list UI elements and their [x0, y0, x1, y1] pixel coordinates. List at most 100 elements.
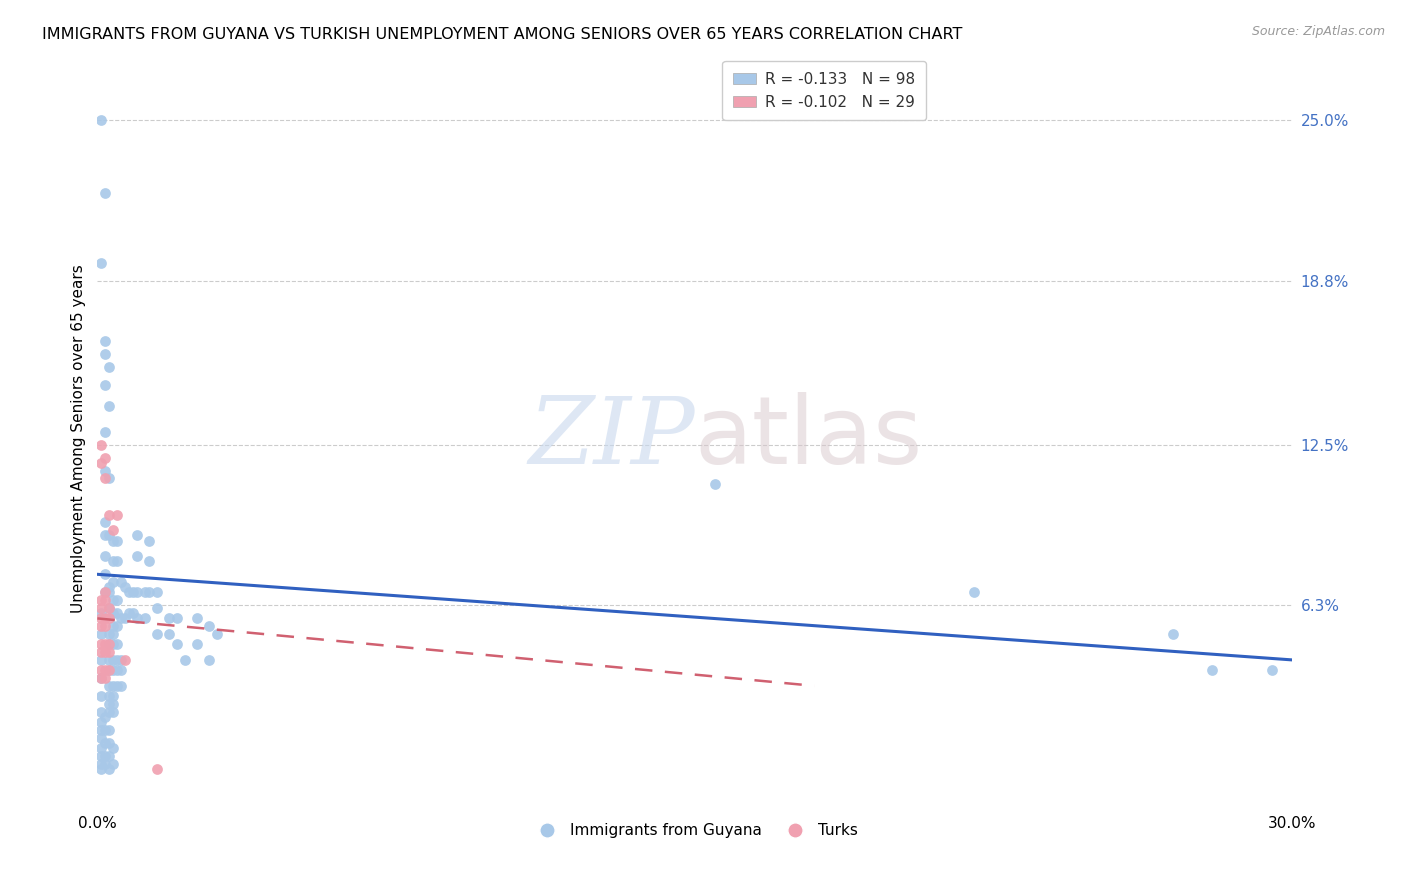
Point: [157, 611, 180, 625]
Point: [98, 585, 121, 599]
Point: [1261, 663, 1284, 677]
Point: [114, 580, 136, 594]
Point: [127, 528, 149, 542]
Point: [103, 533, 125, 548]
Point: [94, 516, 117, 530]
Point: [94, 186, 117, 200]
Point: [94, 378, 117, 392]
Point: [122, 585, 145, 599]
Point: [90, 723, 112, 737]
Point: [90, 671, 112, 685]
Point: [146, 601, 169, 615]
Point: [94, 645, 117, 659]
Point: [127, 585, 149, 599]
Point: [98, 637, 121, 651]
Point: [103, 756, 125, 771]
Point: [94, 736, 117, 750]
Point: [118, 585, 141, 599]
Text: Source: ZipAtlas.com: Source: ZipAtlas.com: [1251, 25, 1385, 38]
Point: [94, 637, 117, 651]
Point: [98, 399, 121, 413]
Point: [103, 606, 125, 620]
Point: [98, 736, 121, 750]
Point: [90, 637, 112, 651]
Point: [94, 464, 117, 478]
Point: [94, 585, 117, 599]
Point: [98, 690, 121, 704]
Y-axis label: Unemployment Among Seniors over 65 years: Unemployment Among Seniors over 65 years: [72, 264, 86, 613]
Point: [90, 653, 112, 667]
Point: [103, 627, 125, 641]
Point: [94, 671, 117, 685]
Point: [90, 671, 112, 685]
Point: [98, 645, 121, 659]
Point: [962, 585, 984, 599]
Point: [94, 710, 117, 724]
Point: [98, 748, 121, 763]
Point: [105, 653, 128, 667]
Point: [98, 697, 121, 711]
Point: [90, 611, 112, 625]
Point: [105, 663, 128, 677]
Point: [138, 554, 160, 568]
Text: ZIP: ZIP: [529, 393, 695, 483]
Point: [90, 741, 112, 756]
Point: [174, 653, 197, 667]
Point: [118, 606, 141, 620]
Point: [94, 347, 117, 361]
Point: [98, 528, 121, 542]
Point: [105, 637, 128, 651]
Point: [98, 663, 121, 677]
Point: [98, 359, 121, 374]
Point: [98, 508, 121, 522]
Point: [103, 690, 125, 704]
Point: [138, 533, 160, 548]
Point: [94, 723, 117, 737]
Point: [98, 611, 121, 625]
Point: [94, 450, 117, 465]
Point: [114, 611, 136, 625]
Point: [98, 679, 121, 693]
Point: [98, 627, 121, 641]
Point: [105, 619, 128, 633]
Point: [98, 637, 121, 651]
Point: [90, 601, 112, 615]
Point: [103, 653, 125, 667]
Point: [94, 549, 117, 563]
Point: [103, 679, 125, 693]
Point: [90, 606, 112, 620]
Legend: Immigrants from Guyana, Turks: Immigrants from Guyana, Turks: [526, 817, 865, 845]
Point: [90, 593, 112, 607]
Point: [98, 723, 121, 737]
Point: [110, 575, 132, 590]
Point: [105, 679, 128, 693]
Point: [110, 679, 132, 693]
Point: [94, 334, 117, 348]
Point: [134, 585, 156, 599]
Point: [146, 762, 169, 776]
Point: [166, 637, 188, 651]
Point: [94, 756, 117, 771]
Point: [110, 611, 132, 625]
Point: [127, 549, 149, 563]
Point: [122, 606, 145, 620]
Point: [90, 113, 112, 128]
Point: [205, 627, 228, 641]
Point: [94, 585, 117, 599]
Point: [114, 653, 136, 667]
Point: [98, 705, 121, 719]
Point: [105, 554, 128, 568]
Point: [703, 476, 725, 491]
Point: [103, 593, 125, 607]
Point: [105, 508, 128, 522]
Point: [98, 663, 121, 677]
Point: [90, 256, 112, 270]
Point: [94, 567, 117, 582]
Point: [90, 731, 112, 745]
Point: [90, 456, 112, 470]
Point: [90, 748, 112, 763]
Point: [98, 580, 121, 594]
Point: [127, 611, 149, 625]
Text: atlas: atlas: [695, 392, 922, 484]
Point: [90, 627, 112, 641]
